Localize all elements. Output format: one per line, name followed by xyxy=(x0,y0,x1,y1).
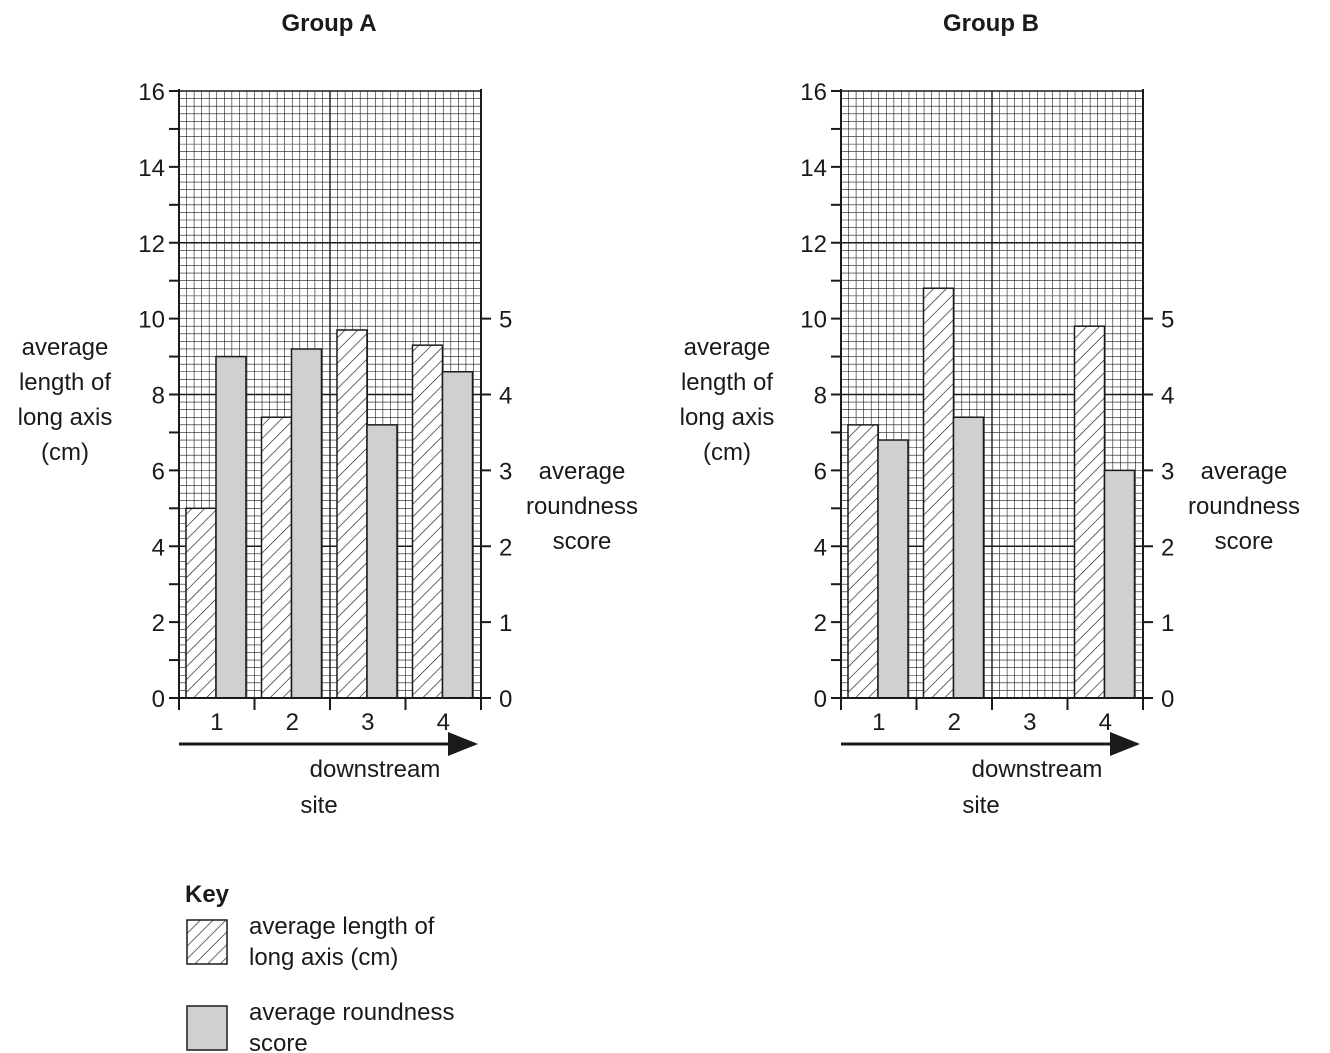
y-tick-label-left: 2 xyxy=(152,610,165,637)
bar-roundness-site-3 xyxy=(366,424,398,699)
y-tick-label-right: 2 xyxy=(499,534,512,561)
x-tick-label: 1 xyxy=(210,709,223,736)
y-tick-label-left: 2 xyxy=(814,610,827,637)
y-tick-label-left: 10 xyxy=(138,307,165,334)
y-tick-label-left: 16 xyxy=(138,79,165,106)
chart-title: Group B xyxy=(943,10,1039,37)
chart-title: Group A xyxy=(281,10,376,37)
legend-swatch-roundness xyxy=(186,1005,228,1051)
legend-label-roundness: average roundness xyxy=(249,999,454,1026)
bar-roundness-site-1 xyxy=(877,439,909,699)
y-tick-label-left: 8 xyxy=(152,383,165,410)
y-axis-label-left: long axis xyxy=(18,404,113,431)
y-axis-label-left: average xyxy=(22,334,109,361)
y-tick-label-right: 0 xyxy=(499,686,512,713)
y-tick-label-left: 8 xyxy=(814,383,827,410)
y-axis-label-left: length of xyxy=(19,369,111,396)
x-tick-label: 2 xyxy=(286,709,299,736)
bar-length-site-2 xyxy=(922,287,955,699)
y-tick-label-right: 0 xyxy=(1161,686,1174,713)
x-tick-label: 4 xyxy=(1099,709,1112,736)
y-axis-label-left: (cm) xyxy=(703,439,751,466)
bar-roundness-site-1 xyxy=(215,355,247,699)
bar-roundness-site-4 xyxy=(1103,469,1136,699)
y-tick-label-right: 4 xyxy=(499,383,512,410)
legend-label-length: average length of xyxy=(249,913,435,940)
y-tick-label-right: 1 xyxy=(1161,610,1174,637)
y-tick-label-left: 6 xyxy=(814,458,827,485)
x-axis-label: downstream xyxy=(972,756,1103,783)
bar-length-site-1 xyxy=(185,507,217,699)
y-axis-label-right: score xyxy=(553,528,612,555)
bar-roundness-site-2 xyxy=(290,348,323,699)
x-tick-label: 3 xyxy=(361,709,374,736)
y-tick-label-right: 5 xyxy=(499,307,512,334)
bar-roundness-site-4 xyxy=(441,370,474,699)
y-axis-label-right: average xyxy=(1201,458,1288,485)
y-tick-label-left: 14 xyxy=(138,155,165,182)
y-tick-label-left: 4 xyxy=(814,534,827,561)
y-tick-label-right: 3 xyxy=(1161,458,1174,485)
x-tick-label: 1 xyxy=(872,709,885,736)
x-axis-label: site xyxy=(962,792,999,819)
y-axis-label-right: roundness xyxy=(1188,493,1300,520)
bar-length-site-4 xyxy=(1073,325,1106,699)
legend-label-length: long axis (cm) xyxy=(249,944,398,971)
y-axis-label-left: long axis xyxy=(680,404,775,431)
y-tick-label-right: 2 xyxy=(1161,534,1174,561)
bar-length-site-1 xyxy=(847,424,879,699)
x-tick-label: 3 xyxy=(1023,709,1036,736)
x-tick-label: 2 xyxy=(948,709,961,736)
y-axis-label-right: roundness xyxy=(526,493,638,520)
x-axis-label: site xyxy=(300,792,337,819)
y-tick-label-left: 10 xyxy=(800,307,827,334)
y-tick-label-left: 4 xyxy=(152,534,165,561)
y-tick-label-left: 12 xyxy=(138,231,165,258)
legend-title: Key xyxy=(185,881,230,908)
y-axis-label-right: score xyxy=(1215,528,1274,555)
legend: Key average length of long axis (cm) averag… xyxy=(185,881,454,1053)
y-tick-label-left: 16 xyxy=(800,79,827,106)
y-tick-label-left: 6 xyxy=(152,458,165,485)
y-tick-label-left: 12 xyxy=(800,231,827,258)
y-tick-label-right: 1 xyxy=(499,610,512,637)
y-axis-label-left: length of xyxy=(681,369,773,396)
y-axis-label-left: (cm) xyxy=(41,439,89,466)
bar-length-site-3 xyxy=(336,329,368,699)
y-tick-label-left: 0 xyxy=(152,686,165,713)
x-tick-label: 4 xyxy=(437,709,450,736)
y-tick-label-right: 4 xyxy=(1161,383,1174,410)
y-tick-label-left: 0 xyxy=(814,686,827,713)
legend-swatch-length xyxy=(186,919,228,965)
bar-length-site-2 xyxy=(260,416,293,699)
bar-roundness-site-2 xyxy=(952,416,985,699)
y-axis-label-right: average xyxy=(539,458,626,485)
bar-length-site-4 xyxy=(411,344,444,699)
x-axis-label: downstream xyxy=(310,756,441,783)
y-axis-label-left: average xyxy=(684,334,771,361)
y-tick-label-right: 3 xyxy=(499,458,512,485)
legend-label-roundness: score xyxy=(249,1030,308,1053)
y-tick-label-left: 14 xyxy=(800,155,827,182)
y-tick-label-right: 5 xyxy=(1161,307,1174,334)
